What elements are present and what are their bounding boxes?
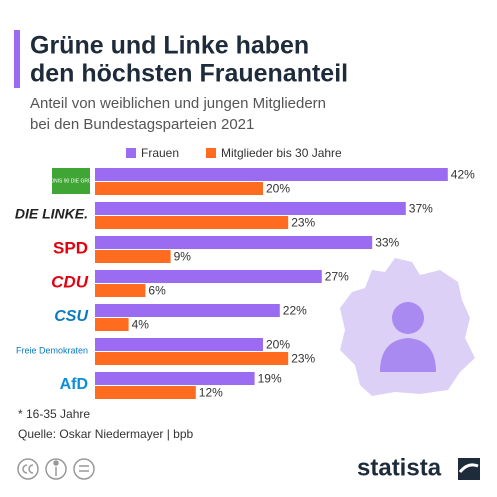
value-label: 42% <box>451 168 475 182</box>
category-label: Freie Demokraten <box>16 345 88 355</box>
chart-subtitle: Anteil von weiblichen und jungen Mitglie… <box>30 95 326 112</box>
logo-background <box>52 168 90 194</box>
brand: statista <box>357 454 442 481</box>
map-decoration <box>340 258 475 396</box>
license-icons <box>17 458 95 480</box>
value-label: 33% <box>375 236 399 250</box>
value-label: 22% <box>283 304 307 318</box>
source: Quelle: Oskar Niedermayer | bpb <box>18 427 194 441</box>
legend: Frauen Mitglieder bis 30 Jahre <box>126 146 342 160</box>
bar <box>95 236 373 249</box>
category-label: DIE LINKE. <box>15 206 88 222</box>
bar <box>95 338 263 351</box>
bar <box>95 216 289 229</box>
bar <box>95 386 196 399</box>
footnote: * 16-35 Jahre <box>18 407 90 421</box>
value-label: 23% <box>291 352 315 366</box>
value-label: 19% <box>258 372 282 386</box>
bar <box>95 270 322 283</box>
bar <box>95 372 255 385</box>
value-label: 37% <box>409 202 433 216</box>
category-label: BÜNDNIS 90 DIE GRÜNEN <box>40 177 103 184</box>
bar <box>95 250 171 263</box>
chart-title: Grüne und Linke haben <box>30 32 309 60</box>
value-label: 20% <box>266 338 290 352</box>
bar <box>95 168 448 181</box>
category-label: AfD <box>60 376 88 393</box>
bar <box>95 352 289 365</box>
value-label: 20% <box>266 182 290 196</box>
legend-label: Frauen <box>141 146 179 160</box>
legend-swatch <box>126 148 136 158</box>
chart-subtitle: bei den Bundestagsparteien 2021 <box>30 116 254 133</box>
bar <box>95 318 129 331</box>
bar <box>95 284 146 297</box>
value-label: 27% <box>325 270 349 284</box>
chart-title: den höchsten Frauenanteil <box>30 60 348 88</box>
category-label: SPD <box>53 238 88 257</box>
brand-icon <box>458 458 480 480</box>
value-label: 9% <box>174 250 192 264</box>
title-accent <box>14 30 20 88</box>
value-label: 12% <box>199 386 223 400</box>
bar <box>95 202 406 215</box>
value-label: 4% <box>132 318 150 332</box>
value-label: 6% <box>148 284 166 298</box>
value-label: 23% <box>291 216 315 230</box>
bar <box>95 304 280 317</box>
legend-swatch <box>206 148 216 158</box>
legend-label: Mitglieder bis 30 Jahre <box>221 146 342 160</box>
category-label: CDU <box>51 272 89 291</box>
bar <box>95 182 263 195</box>
category-label: CSU <box>54 308 88 325</box>
